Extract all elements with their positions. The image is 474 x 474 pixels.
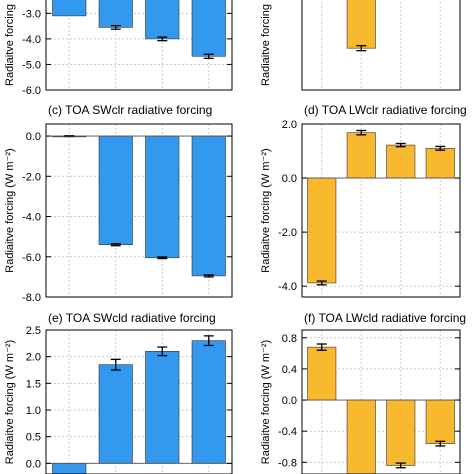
- bar-a-2: [98, 0, 133, 28]
- y-tick-label: 0.5: [26, 432, 41, 444]
- panel-e: 0.0 0.5 1.0 1.5 2.0 2.5 (e) TOA SWcld radiativ…: [4, 311, 233, 474]
- plot-frame: [301, 123, 461, 298]
- plot-frame: [301, 329, 461, 474]
- y-tick-label: -4.0: [22, 212, 41, 224]
- y-axis-label: Radiaitve forcing: [4, 4, 16, 86]
- y-tick-label: 0.8: [282, 333, 297, 345]
- bar-d-1: [307, 177, 337, 284]
- bar-a-1: [52, 0, 87, 17]
- plot-frame: [45, 123, 233, 298]
- y-tick-label: -8.0: [22, 292, 41, 304]
- bar-e-2: [98, 364, 133, 464]
- bar-c-4: [191, 135, 226, 277]
- y-tick-label: 0.0: [282, 173, 297, 185]
- panel-title: (e) TOA SWcld radiative forcing: [48, 311, 216, 325]
- y-tick-label: -4.0: [278, 281, 297, 293]
- bar-d-4: [425, 148, 455, 179]
- panel-title: (d) TOA LWclr radiative forcing: [304, 103, 467, 117]
- bar-e-4: [191, 340, 226, 464]
- y-axis-label: Radiaitve forcing (W m⁻²): [260, 340, 272, 464]
- y-tick-label: -4.0: [22, 34, 41, 46]
- y-axis-label: Radiaitve forcing (W m⁻²): [4, 148, 16, 272]
- bar-e-3: [145, 351, 180, 464]
- bar-f-3: [386, 399, 416, 466]
- y-tick-label: 2.0: [282, 119, 297, 131]
- y-tick-label: -3.0: [22, 8, 41, 20]
- y-tick-label: -6.0: [22, 85, 41, 97]
- y-tick-label: -2.0: [278, 227, 297, 239]
- y-tick-label: -0.4: [278, 426, 297, 438]
- y-tick-label: 2.5: [26, 325, 41, 337]
- plot-frame: [301, 0, 461, 91]
- bar-c-3: [145, 135, 180, 259]
- y-axis-label: Radiaitve forcing: [260, 4, 272, 86]
- bar-e-1: [52, 463, 87, 474]
- y-tick-label: -2.0: [22, 171, 41, 183]
- plot-frame: [45, 0, 233, 91]
- y-tick-label: 0.4: [282, 364, 297, 376]
- panel-f: 0.8 0.4 0.0 -0.4 -0.8 (f) TOA LWcld radiative…: [260, 311, 466, 474]
- y-tick-label: -5.0: [22, 59, 41, 71]
- y-tick-label: -6.0: [22, 252, 41, 264]
- panel-d: 2.0 0.0 -2.0 -4.0 (d) TOA LWclr radiative fo…: [260, 103, 467, 298]
- panel-title: (c) TOA SWclr radiative forcing: [48, 103, 212, 117]
- bar-f-1: [307, 346, 337, 401]
- y-tick-label: 0.0: [26, 458, 41, 470]
- bar-a-4: [191, 0, 226, 57]
- y-axis-label: Radiaitve forcing (W m⁻²): [4, 340, 16, 464]
- y-tick-label: 1.5: [26, 378, 41, 390]
- y-axis-label: Radiaitve forcing (W m⁻²): [260, 148, 272, 272]
- panel-c: 0.0 -2.0 -4.0 -6.0 -8.0 (c) TOA SWclr radiati…: [4, 103, 233, 304]
- y-tick-label: 0.0: [26, 131, 41, 143]
- bar-d-2: [346, 132, 376, 179]
- y-tick-label: -0.8: [278, 457, 297, 469]
- panel-title: (f) TOA LWcld radiative forcing: [304, 311, 466, 325]
- y-tick-label: 1.0: [26, 405, 41, 417]
- bar-f-4: [425, 399, 455, 444]
- bar-d-3: [386, 144, 416, 179]
- bar-a-3: [145, 0, 180, 40]
- panel-b: Radiaitve forcing: [260, 0, 461, 91]
- bar-c-2: [98, 135, 133, 245]
- plot-frame: [45, 329, 233, 474]
- panel-a: -3.0 -4.0 -5.0 -6.0 Radiaitve forcing: [4, 0, 233, 97]
- bar-f-2: [346, 399, 376, 474]
- y-tick-label: 0.0: [282, 395, 297, 407]
- y-tick-label: 2.0: [26, 352, 41, 364]
- bar-b-2: [346, 0, 376, 49]
